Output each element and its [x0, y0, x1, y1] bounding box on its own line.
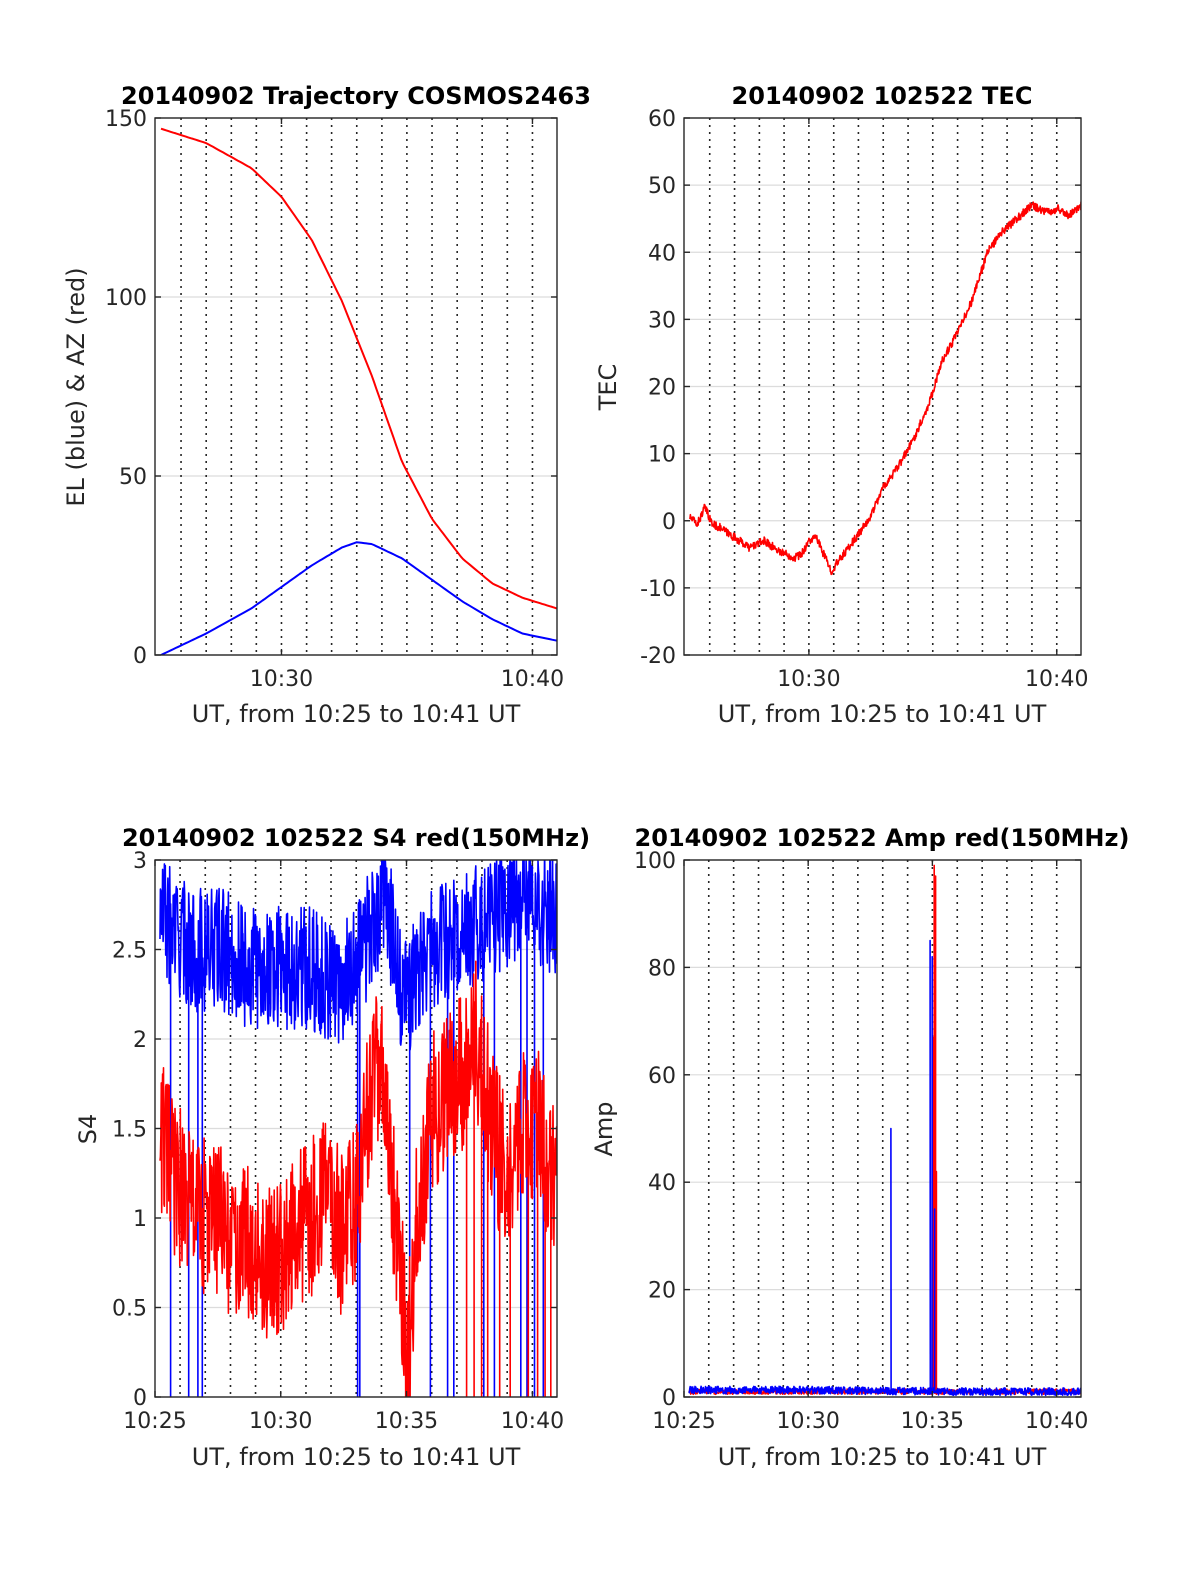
tec-ytick-label: 30 [648, 308, 676, 333]
tec-panel: 20140902 102522 TEC UT, from 10:25 to 10… [594, 82, 1088, 728]
amp-ytick-label: 0 [662, 1386, 676, 1411]
amp-xtick-label: 10:40 [1025, 1409, 1088, 1434]
amp-xtick-label: 10:25 [652, 1409, 715, 1434]
amp-ytick-label: 60 [648, 1064, 676, 1089]
trajectory-xlabel: UT, from 10:25 to 10:41 UT [192, 700, 521, 728]
s4-ylabel: S4 [74, 1114, 102, 1145]
s4-ytick-label: 1.5 [112, 1118, 147, 1143]
tec-xtick-label: 10:30 [777, 667, 840, 692]
tec-red-series-line [689, 201, 1081, 576]
tec-ytick-label: 20 [648, 376, 676, 401]
tec-ytick-label: 40 [648, 241, 676, 266]
trajectory-ytick-label: 50 [119, 465, 147, 490]
tec-ytick-label: 50 [648, 174, 676, 199]
trajectory-ylabel: EL (blue) & AZ (red) [62, 267, 90, 506]
trajectory-axes-frame [154, 117, 558, 656]
s4-title: 20140902 102522 S4 red(150MHz) [122, 824, 590, 852]
s4-ytick-label: 3 [133, 849, 147, 874]
s4-red-series-line [159, 960, 557, 1397]
s4-xtick-label: 10:25 [123, 1409, 186, 1434]
s4-ytick-label: 0.5 [112, 1297, 147, 1322]
trajectory-ytick-label: 150 [105, 107, 147, 132]
trajectory-title: 20140902 Trajectory COSMOS2463 [121, 82, 591, 110]
s4-ytick-label: 1 [133, 1207, 147, 1232]
amp-xlabel: UT, from 10:25 to 10:41 UT [718, 1443, 1047, 1471]
s4-blue-series-line [159, 860, 557, 1397]
trajectory-panel: 20140902 Trajectory COSMOS2463 UT, from … [62, 82, 591, 728]
s4-ytick-label: 0 [133, 1386, 147, 1411]
tec-ytick-label: 60 [648, 107, 676, 132]
amp-xtick-label: 10:30 [776, 1409, 839, 1434]
trajectory-xtick-label: 10:40 [501, 667, 564, 692]
amp-title: 20140902 102522 Amp red(150MHz) [635, 824, 1130, 852]
amp-xtick-label: 10:35 [901, 1409, 964, 1434]
trajectory-red-series-line [160, 127, 557, 610]
s4-xlabel: UT, from 10:25 to 10:41 UT [192, 1443, 521, 1471]
tec-xtick-label: 10:40 [1025, 667, 1088, 692]
trajectory-ytick-label: 100 [105, 286, 147, 311]
s4-xtick-label: 10:40 [501, 1409, 564, 1434]
tec-ytick-label: -20 [640, 644, 676, 669]
s4-xtick-label: 10:35 [375, 1409, 438, 1434]
amp-ytick-label: 80 [648, 956, 676, 981]
amp-ytick-label: 40 [648, 1171, 676, 1196]
tec-ytick-label: 0 [662, 510, 676, 535]
tec-ylabel: TEC [594, 364, 622, 412]
amp-red-series-line [688, 864, 1081, 1396]
s4-ytick-label: 2.5 [112, 939, 147, 964]
s4-xtick-label: 10:30 [249, 1409, 312, 1434]
tec-xlabel: UT, from 10:25 to 10:41 UT [718, 700, 1047, 728]
tec-ytick-label: 10 [648, 443, 676, 468]
s4-panel: 20140902 102522 S4 red(150MHz) UT, from … [74, 824, 590, 1471]
trajectory-blue-series-line [160, 541, 557, 655]
trajectory-xtick-label: 10:30 [250, 667, 313, 692]
s4-ytick-label: 2 [133, 1028, 147, 1053]
amp-ytick-label: 100 [634, 849, 676, 874]
amp-ytick-label: 20 [648, 1279, 676, 1304]
amp-ylabel: Amp [590, 1101, 618, 1156]
amp-axes-frame [683, 859, 1082, 1398]
amp-blue-series-line [688, 939, 1081, 1397]
trajectory-ytick-label: 0 [133, 644, 147, 669]
tec-title: 20140902 102522 TEC [732, 82, 1033, 110]
tec-ytick-label: -10 [640, 577, 676, 602]
amp-panel: 20140902 102522 Amp red(150MHz) UT, from… [590, 824, 1129, 1471]
